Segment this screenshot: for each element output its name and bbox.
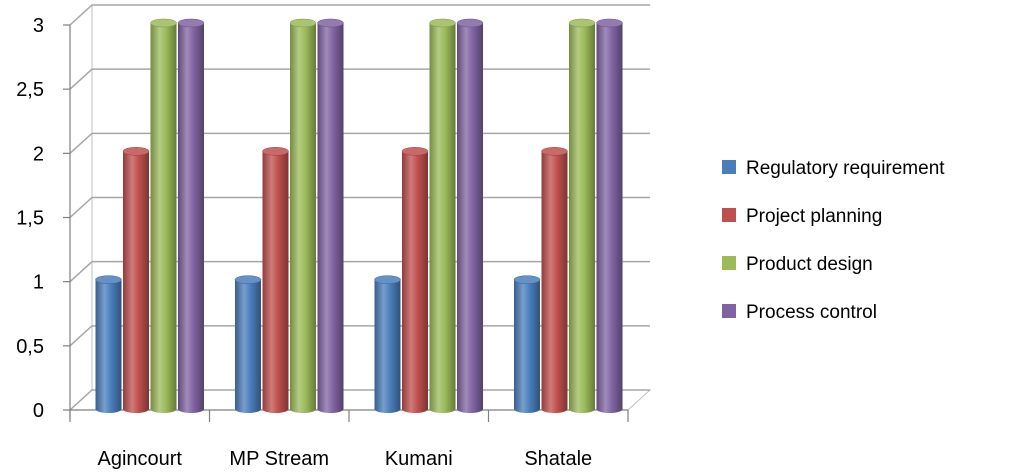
bar-top — [429, 18, 456, 28]
bar-body — [402, 151, 428, 413]
bar-body — [262, 151, 289, 414]
legend: Regulatory requirement Project planning Pr… — [722, 158, 945, 323]
legend-swatch — [722, 256, 736, 270]
bar-top — [596, 18, 623, 28]
x-tick-label: Shatale — [524, 448, 592, 470]
bar-body — [150, 23, 177, 413]
bar-regulatory-requirement — [95, 275, 122, 413]
legend-item: Project planning — [722, 206, 882, 227]
bar-body — [95, 279, 122, 413]
bar-top — [177, 18, 205, 28]
bar-regulatory-requirement — [513, 275, 541, 413]
legend-label: Regulatory requirement — [746, 158, 945, 179]
bar-top — [568, 18, 596, 28]
y-tick-label: 3 — [33, 15, 44, 37]
bar-product-design — [568, 18, 596, 413]
bar-top — [541, 147, 568, 156]
bar-top — [289, 18, 317, 28]
bar-product-design — [150, 18, 177, 413]
y-tick-label: 0,5 — [16, 336, 44, 358]
legend-label: Process control — [746, 302, 877, 323]
y-tick-label: 1 — [33, 272, 44, 294]
bar-product-design — [429, 18, 456, 413]
legend-label: Project planning — [746, 206, 882, 227]
bar-top — [513, 275, 541, 284]
y-tick-label: 2 — [33, 143, 44, 165]
gridline — [69, 4, 650, 26]
bar-top — [150, 18, 177, 28]
y-tick-label: 0 — [33, 400, 44, 422]
legend-swatch — [722, 208, 736, 222]
bar-top — [374, 275, 401, 284]
y-tick-labels: 0 0,5 1 1,5 2 2,5 3 — [16, 15, 44, 422]
bar-body — [429, 23, 456, 413]
bar-top — [262, 147, 289, 156]
y-tick-label: 1,5 — [16, 208, 44, 230]
bar-product-design — [289, 18, 317, 413]
bar-body — [290, 23, 316, 413]
bar-body — [457, 23, 483, 413]
bar-top — [401, 147, 429, 156]
x-tick-label: MP Stream — [229, 448, 329, 470]
bar-body — [178, 23, 204, 413]
legend-swatch — [722, 304, 736, 318]
bar-body — [569, 23, 595, 413]
bar-top — [122, 147, 150, 156]
bar-top — [95, 275, 122, 284]
bar-body — [514, 279, 540, 413]
y-tick-label: 2,5 — [16, 79, 44, 101]
bar-body — [374, 279, 401, 413]
bar-process-control — [317, 18, 344, 413]
bar-top — [234, 275, 262, 284]
bar-body — [541, 151, 568, 414]
legend-item: Regulatory requirement — [722, 158, 945, 179]
x-tick-labels: Agincourt MP Stream Kumani Shatale — [98, 448, 593, 470]
bar-process-control — [177, 18, 205, 413]
bar-project-planning — [262, 147, 289, 414]
bar-project-planning — [541, 147, 568, 414]
bar-regulatory-requirement — [234, 275, 262, 413]
bar-regulatory-requirement — [374, 275, 401, 413]
bar-body — [317, 23, 344, 413]
bar-project-planning — [401, 147, 429, 413]
bar-project-planning — [122, 147, 150, 414]
bar-body — [123, 151, 149, 414]
legend-label: Product design — [746, 254, 873, 275]
x-tick-label: Kumani — [385, 448, 453, 470]
bars — [95, 18, 623, 414]
bar-body — [596, 23, 623, 413]
x-tick-label: Agincourt — [98, 448, 183, 470]
legend-item: Process control — [722, 302, 877, 323]
legend-swatch — [722, 160, 736, 174]
bar-top — [317, 18, 344, 28]
legend-item: Product design — [722, 254, 873, 275]
bar-body — [235, 279, 261, 413]
bar-top — [456, 18, 484, 28]
bar-process-control — [596, 18, 623, 413]
bar-process-control — [456, 18, 484, 413]
